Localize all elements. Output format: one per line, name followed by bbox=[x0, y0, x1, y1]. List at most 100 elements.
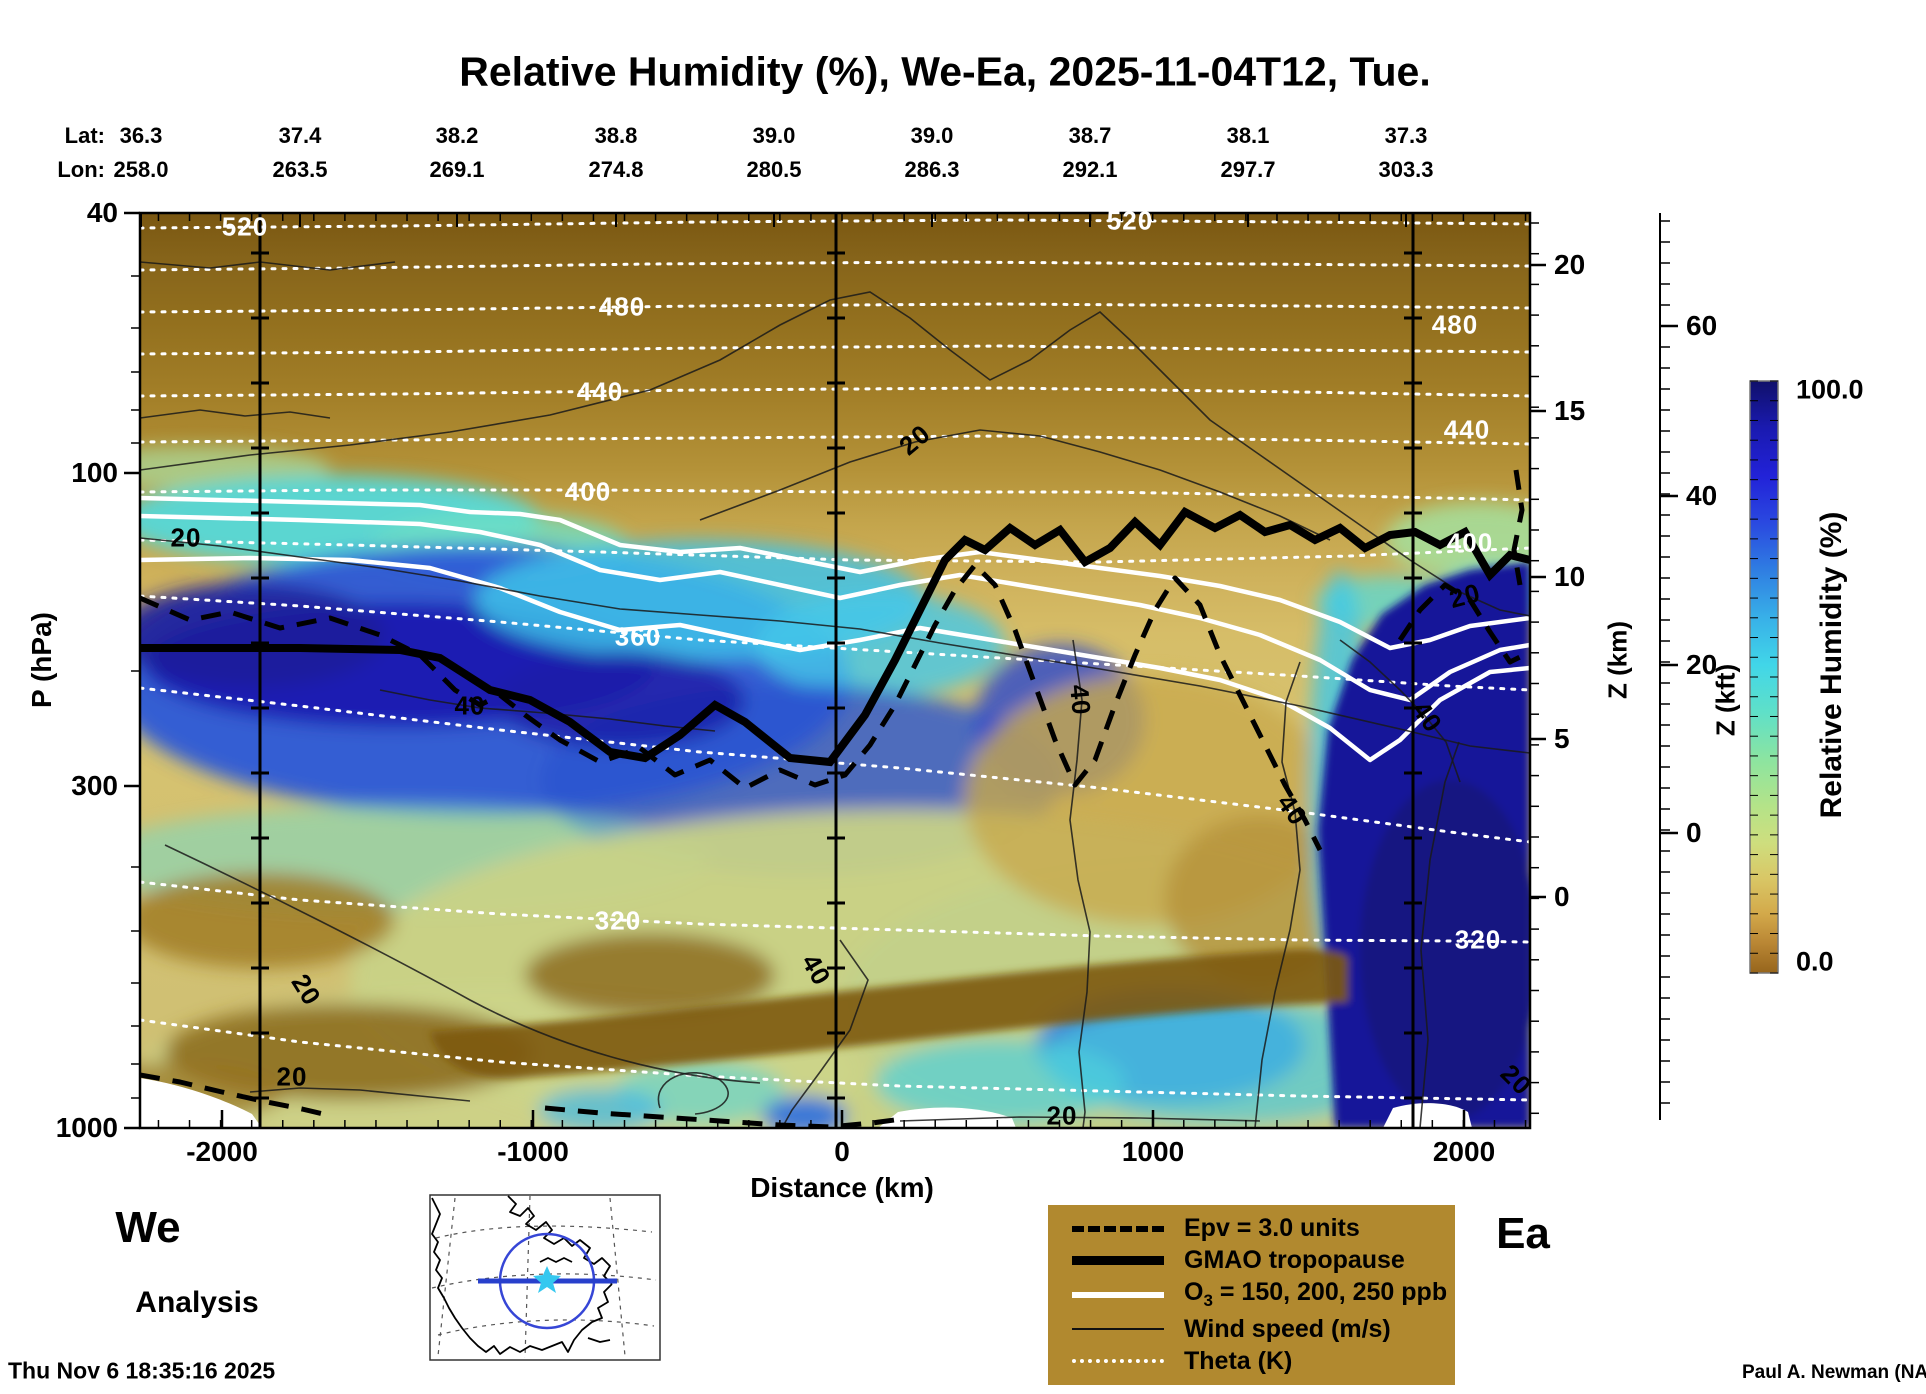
humidity-blob bbox=[495, 652, 745, 748]
theta-contour bbox=[140, 386, 1530, 398]
contour-label-20-15: 20 bbox=[276, 1061, 308, 1092]
humidity-blob bbox=[140, 583, 385, 687]
lat-tick-label-2: 38.2 bbox=[435, 123, 479, 148]
zkft-tick-label-0: 60 bbox=[1686, 310, 1718, 341]
contour-label-440-5: 440 bbox=[1443, 414, 1491, 445]
contour-label-480-2: 480 bbox=[598, 291, 646, 322]
map-location-star-icon bbox=[533, 1266, 561, 1293]
humidity-blob bbox=[140, 872, 395, 968]
lon-tick-label-6: 292.1 bbox=[1062, 157, 1118, 182]
theta-contour bbox=[140, 302, 1530, 314]
legend-item-2: O3 = 150, 200, 250 ppb bbox=[1048, 1278, 1455, 1311]
wind-speed-contour bbox=[379, 689, 716, 732]
zkft-tick-label-2: 20 bbox=[1686, 649, 1718, 680]
distance-tick-label-3: 1000 bbox=[1121, 1136, 1185, 1167]
tropopause-line bbox=[140, 506, 1530, 767]
contour-label-320-9: 320 bbox=[594, 905, 642, 936]
lat-tick-label-1: 37.4 bbox=[278, 123, 322, 148]
zkft-ruler bbox=[1659, 213, 1678, 1120]
legend-label: Epv = 3.0 units bbox=[1184, 1214, 1360, 1243]
lon-tick-label-3: 274.8 bbox=[588, 157, 644, 182]
contour-label-400-7: 400 bbox=[1446, 527, 1494, 558]
map-coastline bbox=[587, 1337, 611, 1343]
theta-contour bbox=[140, 538, 1530, 564]
theta-contour bbox=[140, 1018, 1530, 1102]
wind-speed-contour bbox=[1419, 741, 1460, 1128]
map-inset-content bbox=[431, 1195, 657, 1359]
legend-swatch-dotted-white bbox=[1072, 1359, 1164, 1364]
wind-speed-contour bbox=[140, 537, 1530, 754]
contour-label-480-3: 480 bbox=[1431, 309, 1479, 340]
zkm-tick-label-3: 5 bbox=[1554, 723, 1570, 754]
humidity-regions bbox=[430, 562, 1530, 1128]
timestamp-label: Thu Nov 6 18:35:16 2025 bbox=[8, 1357, 276, 1384]
humidity-region bbox=[430, 949, 1348, 1079]
legend-item-1: GMAO tropopause bbox=[1048, 1246, 1455, 1275]
map-graticule-line bbox=[435, 1225, 653, 1239]
distance-tick-label-2: 0 bbox=[834, 1136, 850, 1167]
ozone-contour bbox=[140, 555, 1530, 763]
contour-label-20-16: 20 bbox=[1046, 1100, 1078, 1131]
humidity-blob bbox=[538, 1088, 662, 1128]
lat-tick-label-3: 38.8 bbox=[594, 123, 638, 148]
distance-tick-label-0: -2000 bbox=[186, 1136, 258, 1167]
lat-tick-label-4: 39.0 bbox=[752, 123, 796, 148]
legend-label: Wind speed (m/s) bbox=[1184, 1314, 1391, 1343]
legend-label: O3 = 150, 200, 250 ppb bbox=[1184, 1278, 1448, 1311]
map-coastline bbox=[539, 1257, 573, 1263]
map-coastline bbox=[443, 1283, 613, 1355]
contour-label-360-8: 360 bbox=[614, 621, 662, 652]
distance-axis-title: Distance (km) bbox=[750, 1172, 934, 1203]
wind-speed-contour bbox=[1069, 639, 1091, 1128]
theta-contour bbox=[140, 488, 1530, 502]
plot-axes bbox=[124, 211, 1546, 1130]
map-graticule-line bbox=[437, 1319, 655, 1336]
page-title: Relative Humidity (%), We-Ea, 2025-11-04… bbox=[459, 48, 1431, 95]
legend-label: Theta (K) bbox=[1184, 1346, 1293, 1375]
rh-fill-field bbox=[140, 213, 1530, 1128]
lon-tick-label-4: 280.5 bbox=[746, 157, 802, 182]
map-graticule-line bbox=[524, 1195, 531, 1359]
lat-tick-label-5: 39.0 bbox=[910, 123, 954, 148]
wind-speed-contour bbox=[699, 429, 1331, 541]
lon-tick-label-2: 269.1 bbox=[429, 157, 485, 182]
contour-label-520-1: 520 bbox=[1106, 205, 1154, 236]
distance-tick-label-4: 2000 bbox=[1432, 1136, 1496, 1167]
theta-contour bbox=[140, 686, 1530, 844]
west-endpoint-label: We bbox=[115, 1203, 181, 1252]
epv-contour bbox=[140, 562, 1323, 852]
pressure-axis-title: P (hPa) bbox=[26, 612, 57, 708]
legend-swatch-solid-white bbox=[1072, 1291, 1164, 1298]
distance-tick-label-1: -1000 bbox=[497, 1136, 569, 1167]
pressure-tick-label-3: 1000 bbox=[55, 1112, 118, 1143]
ozone-contour bbox=[140, 495, 1530, 651]
legend-swatch-thin-black bbox=[1072, 1328, 1164, 1331]
epv-contour bbox=[544, 1105, 903, 1128]
lon-tick-label-0: 258.0 bbox=[113, 157, 169, 182]
map-coastline bbox=[431, 1197, 445, 1299]
analysis-label: Analysis bbox=[135, 1286, 259, 1319]
legend-label: GMAO tropopause bbox=[1184, 1246, 1405, 1275]
ozone-contour bbox=[140, 513, 1530, 703]
theta-contour bbox=[140, 344, 1530, 356]
theta-contour bbox=[140, 434, 1530, 446]
legend-swatch-dashed-black bbox=[1072, 1225, 1164, 1232]
lat-tick-label-6: 38.7 bbox=[1068, 123, 1112, 148]
legend-item-3: Wind speed (m/s) bbox=[1048, 1315, 1455, 1344]
lon-tick-label-7: 297.7 bbox=[1220, 157, 1276, 182]
lon-tick-label-8: 303.3 bbox=[1378, 157, 1434, 182]
theta-contour bbox=[140, 880, 1530, 944]
wind-speed-contour bbox=[140, 409, 331, 419]
contour-label-400-6: 400 bbox=[564, 476, 612, 507]
zkm-tick-label-0: 20 bbox=[1554, 249, 1586, 280]
colorbar-title: Relative Humidity (%) bbox=[1815, 511, 1848, 819]
terrain-cutout bbox=[140, 1078, 262, 1128]
wind-speed-contour bbox=[657, 1071, 729, 1115]
lat-tick-label-0: 36.3 bbox=[119, 123, 163, 148]
lat-tick-label-8: 37.3 bbox=[1384, 123, 1428, 148]
legend-swatch-solid-black-thick bbox=[1072, 1256, 1164, 1266]
terrain-cutout bbox=[1383, 1103, 1472, 1128]
zkm-axis-title: Z (km) bbox=[1602, 621, 1633, 699]
